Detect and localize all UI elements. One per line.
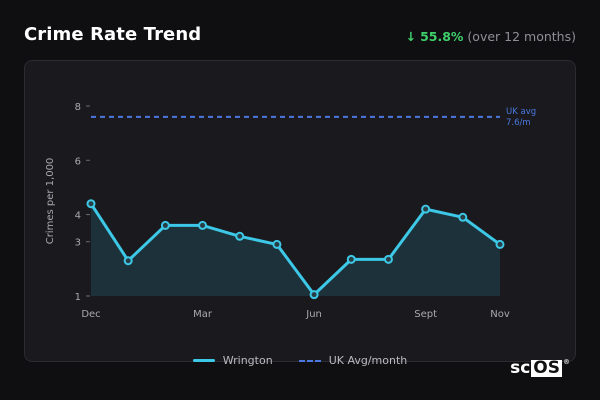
change-summary: ↓ 55.8% (over 12 months) xyxy=(406,29,576,44)
data-point xyxy=(309,290,319,300)
legend-label-series: Wrington xyxy=(222,354,273,367)
x-tick-label: Sept xyxy=(414,309,437,320)
x-tick-label: Nov xyxy=(490,309,510,320)
y-axis-title: Crimes per 1,000 xyxy=(45,158,56,245)
series-line xyxy=(89,202,502,297)
y-tick-label: 4 xyxy=(75,211,81,222)
down-arrow-icon: ↓ xyxy=(405,29,417,44)
data-point xyxy=(421,204,431,214)
data-point xyxy=(458,212,468,222)
x-tick-label: Jun xyxy=(305,309,322,320)
y-tick-label: 1 xyxy=(75,292,81,303)
data-point xyxy=(160,220,170,230)
chart-card xyxy=(24,60,576,362)
brand-box: OS xyxy=(531,358,562,378)
legend-item-series[interactable]: Wrington xyxy=(192,354,273,367)
y-tick-label: 8 xyxy=(75,102,81,113)
brand-logo: sc OS ® xyxy=(510,358,570,378)
data-point xyxy=(198,220,208,230)
data-point xyxy=(235,231,245,241)
x-tick-label: Mar xyxy=(193,309,213,320)
data-point xyxy=(346,254,356,264)
data-point xyxy=(123,256,133,266)
y-tick-label: 6 xyxy=(75,156,81,167)
reference-label-value: 7.6/m xyxy=(506,118,531,128)
change-percent: 55.8% xyxy=(420,29,464,44)
x-tick-label: Dec xyxy=(81,309,100,320)
legend-swatch-solid xyxy=(192,359,215,362)
brand-prefix: sc xyxy=(510,358,531,378)
data-point xyxy=(495,239,505,249)
change-period: (over 12 months) xyxy=(467,29,576,44)
data-point xyxy=(272,239,282,249)
data-point xyxy=(86,199,96,209)
data-point xyxy=(383,254,393,264)
y-tick-label: 3 xyxy=(75,238,81,249)
page-title: Crime Rate Trend xyxy=(24,24,202,45)
reference-label-name: UK avg xyxy=(506,107,536,117)
legend-item-reference[interactable]: UK Avg/month xyxy=(298,354,408,367)
brand-mark: ® xyxy=(563,358,570,366)
chart-legend: Wrington UK Avg/month xyxy=(0,354,600,367)
legend-label-reference: UK Avg/month xyxy=(328,354,408,367)
legend-swatch-dashed xyxy=(298,359,321,362)
series-area-fill xyxy=(91,203,500,296)
